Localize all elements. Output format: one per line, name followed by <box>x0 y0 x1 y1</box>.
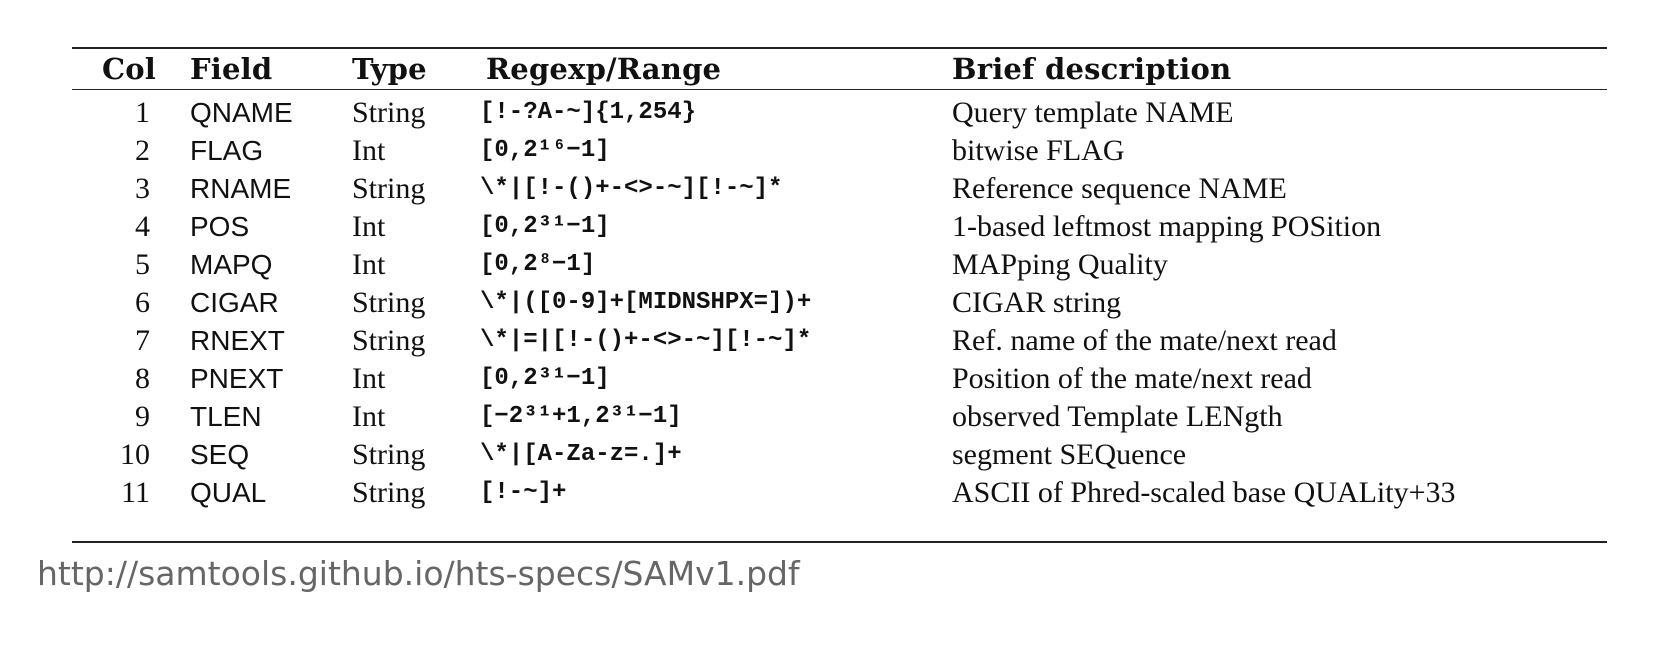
header-col: Col <box>101 52 156 86</box>
cell-col: 11 <box>121 476 150 509</box>
table-row: 7 RNEXT String \*|=|[!-()+-<>-~][!-~]* R… <box>72 320 1607 361</box>
cell-description: Ref. name of the mate/next read <box>952 324 1337 357</box>
table-row: 10 SEQ String \*|[A-Za-z=.]+ segment SEQ… <box>72 434 1607 475</box>
table-row: 6 CIGAR String \*|([0-9]+[MIDNSHPX=])+ C… <box>72 282 1607 323</box>
header-regex: Regexp/Range <box>486 52 722 86</box>
cell-field: SEQ <box>190 439 250 470</box>
cell-type: Int <box>352 210 386 243</box>
cell-field: FLAG <box>190 135 264 166</box>
cell-col: 5 <box>135 248 150 281</box>
table-top-rule <box>72 47 1607 49</box>
cell-description: Position of the mate/next read <box>952 362 1312 395</box>
cell-col: 8 <box>135 362 150 395</box>
cell-col: 2 <box>135 134 150 167</box>
table-bottom-rule <box>72 541 1607 543</box>
cell-description: segment SEQuence <box>952 438 1187 471</box>
cell-regex: \*|=|[!-()+-<>-~][!-~]* <box>480 327 812 354</box>
table-row: 5 MAPQ Int [0,2⁸−1] MAPping Quality <box>72 244 1607 285</box>
cell-regex: [0,2³¹−1] <box>480 213 610 240</box>
cell-type: String <box>352 476 426 509</box>
cell-description: Query template NAME <box>952 96 1234 129</box>
cell-type: Int <box>352 134 386 167</box>
cell-field: QNAME <box>190 97 293 128</box>
cell-regex: [−2³¹+1,2³¹−1] <box>480 403 682 430</box>
table-header-row: Col Field Type Regexp/Range Brief descri… <box>72 49 1607 90</box>
cell-description: Reference sequence NAME <box>952 172 1287 205</box>
table-row: 2 FLAG Int [0,2¹⁶−1] bitwise FLAG <box>72 130 1607 171</box>
cell-col: 6 <box>135 286 150 319</box>
cell-type: String <box>352 286 426 319</box>
cell-description: ASCII of Phred-scaled base QUALity+33 <box>952 476 1456 509</box>
cell-col: 9 <box>135 400 150 433</box>
cell-type: Int <box>352 400 386 433</box>
cell-type: String <box>352 172 426 205</box>
cell-type: Int <box>352 362 386 395</box>
cell-type: String <box>352 324 426 357</box>
cell-field: PNEXT <box>190 363 284 394</box>
cell-col: 1 <box>135 96 150 129</box>
cell-regex: [!-?A-~]{1,254} <box>480 99 697 126</box>
cell-field: RNEXT <box>190 325 285 356</box>
cell-regex: [0,2⁸−1] <box>480 251 596 278</box>
header-type: Type <box>352 52 427 86</box>
source-link[interactable]: http://samtools.github.io/hts-specs/SAMv… <box>37 554 800 593</box>
table-row: 9 TLEN Int [−2³¹+1,2³¹−1] observed Templ… <box>72 396 1607 437</box>
table-row: 1 QNAME String [!-?A-~]{1,254} Query tem… <box>72 92 1607 133</box>
cell-field: RNAME <box>190 173 292 204</box>
cell-description: observed Template LENgth <box>952 400 1283 433</box>
cell-regex: \*|[!-()+-<>-~][!-~]* <box>480 175 783 202</box>
cell-col: 3 <box>135 172 150 205</box>
table-header-rule <box>72 89 1607 90</box>
cell-col: 10 <box>120 438 150 471</box>
table-row: 11 QUAL String [!-~]+ ASCII of Phred-sca… <box>72 472 1607 513</box>
cell-field: CIGAR <box>190 287 279 318</box>
header-description: Brief description <box>952 52 1232 86</box>
table-row: 4 POS Int [0,2³¹−1] 1-based leftmost map… <box>72 206 1607 247</box>
cell-type: Int <box>352 248 386 281</box>
cell-regex: [!-~]+ <box>480 479 567 506</box>
cell-regex: [0,2¹⁶−1] <box>480 137 610 164</box>
cell-type: String <box>352 96 426 129</box>
cell-type: String <box>352 438 426 471</box>
cell-field: MAPQ <box>190 249 273 280</box>
cell-description: bitwise FLAG <box>952 134 1125 167</box>
cell-description: 1-based leftmost mapping POSition <box>952 210 1382 243</box>
cell-description: MAPping Quality <box>952 248 1168 281</box>
cell-field: QUAL <box>190 477 267 508</box>
cell-field: TLEN <box>190 401 262 432</box>
cell-col: 7 <box>135 324 150 357</box>
cell-regex: \*|[A-Za-z=.]+ <box>480 441 682 468</box>
cell-col: 4 <box>135 210 150 243</box>
header-field: Field <box>190 52 273 86</box>
cell-regex: \*|([0-9]+[MIDNSHPX=])+ <box>480 289 812 316</box>
cell-field: POS <box>190 211 250 242</box>
table-row: 8 PNEXT Int [0,2³¹−1] Position of the ma… <box>72 358 1607 399</box>
table-row: 3 RNAME String \*|[!-()+-<>-~][!-~]* Ref… <box>72 168 1607 209</box>
cell-description: CIGAR string <box>952 286 1122 319</box>
cell-regex: [0,2³¹−1] <box>480 365 610 392</box>
